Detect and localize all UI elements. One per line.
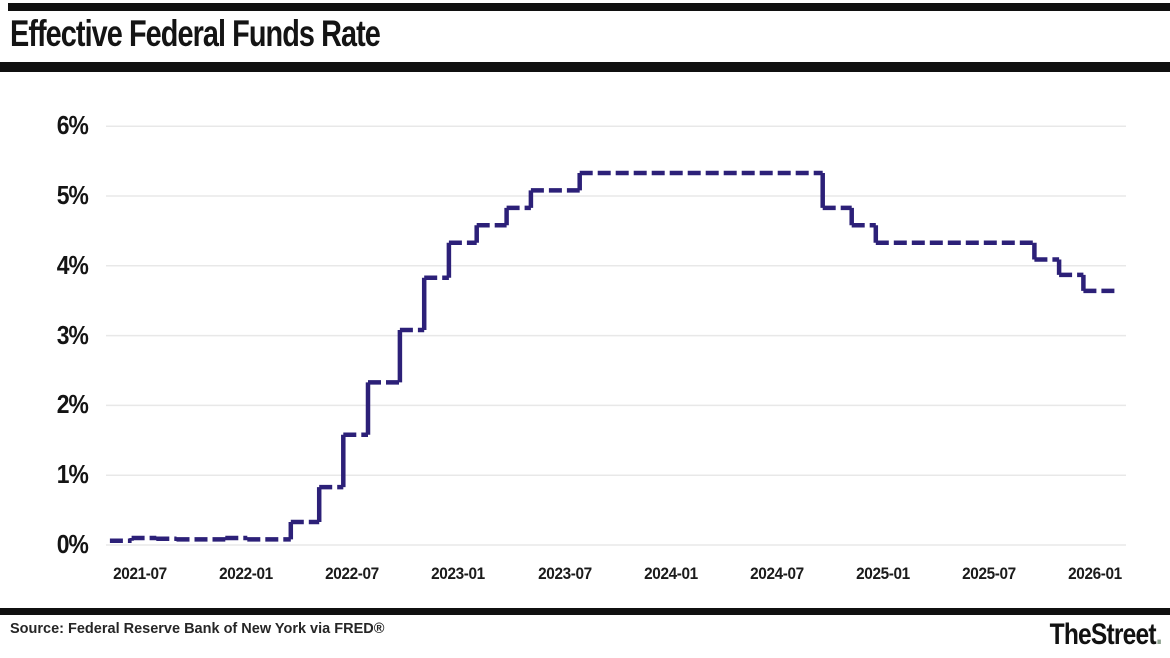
footer-divider-bar [0, 608, 1170, 615]
y-axis-tick-label: 6% [56, 110, 89, 141]
y-axis-tick-label: 4% [56, 249, 89, 280]
thestreet-logo: TheStreet. [1049, 618, 1163, 652]
y-axis-tick-label: 3% [56, 319, 89, 350]
thestreet-logo-text: TheStreet [1049, 618, 1157, 651]
effr-line [109, 170, 1119, 544]
x-axis-tick-label: 2026-01 [1068, 565, 1123, 583]
y-axis-tick-label: 2% [56, 389, 89, 420]
x-axis-tick-label: 2023-01 [431, 565, 486, 583]
x-axis-tick-label: 2023-07 [537, 565, 592, 583]
thestreet-logo-dot: . [1155, 618, 1163, 651]
x-axis-tick-label: 2022-01 [219, 565, 273, 583]
y-axis-tick-label: 0% [56, 529, 89, 559]
y-axis-tick-label: 1% [56, 459, 89, 490]
x-axis-tick-label: 2024-01 [643, 565, 698, 583]
title-divider-bar [0, 62, 1170, 72]
top-accent-bar [8, 3, 1170, 11]
x-axis-tick-label: 2022-07 [325, 565, 380, 583]
x-axis-tick-label: 2025-01 [856, 565, 910, 583]
page-title: Effective Federal Funds Rate [10, 13, 381, 54]
x-axis-tick-label: 2021-07 [113, 565, 167, 583]
source-attribution: Source: Federal Reserve Bank of New York… [10, 621, 385, 637]
x-axis-tick-label: 2025-07 [962, 565, 1016, 583]
x-axis-tick-label: 2024-07 [749, 565, 804, 583]
effr-line-risers [129, 173, 1086, 541]
y-axis-tick-label: 5% [56, 180, 89, 210]
